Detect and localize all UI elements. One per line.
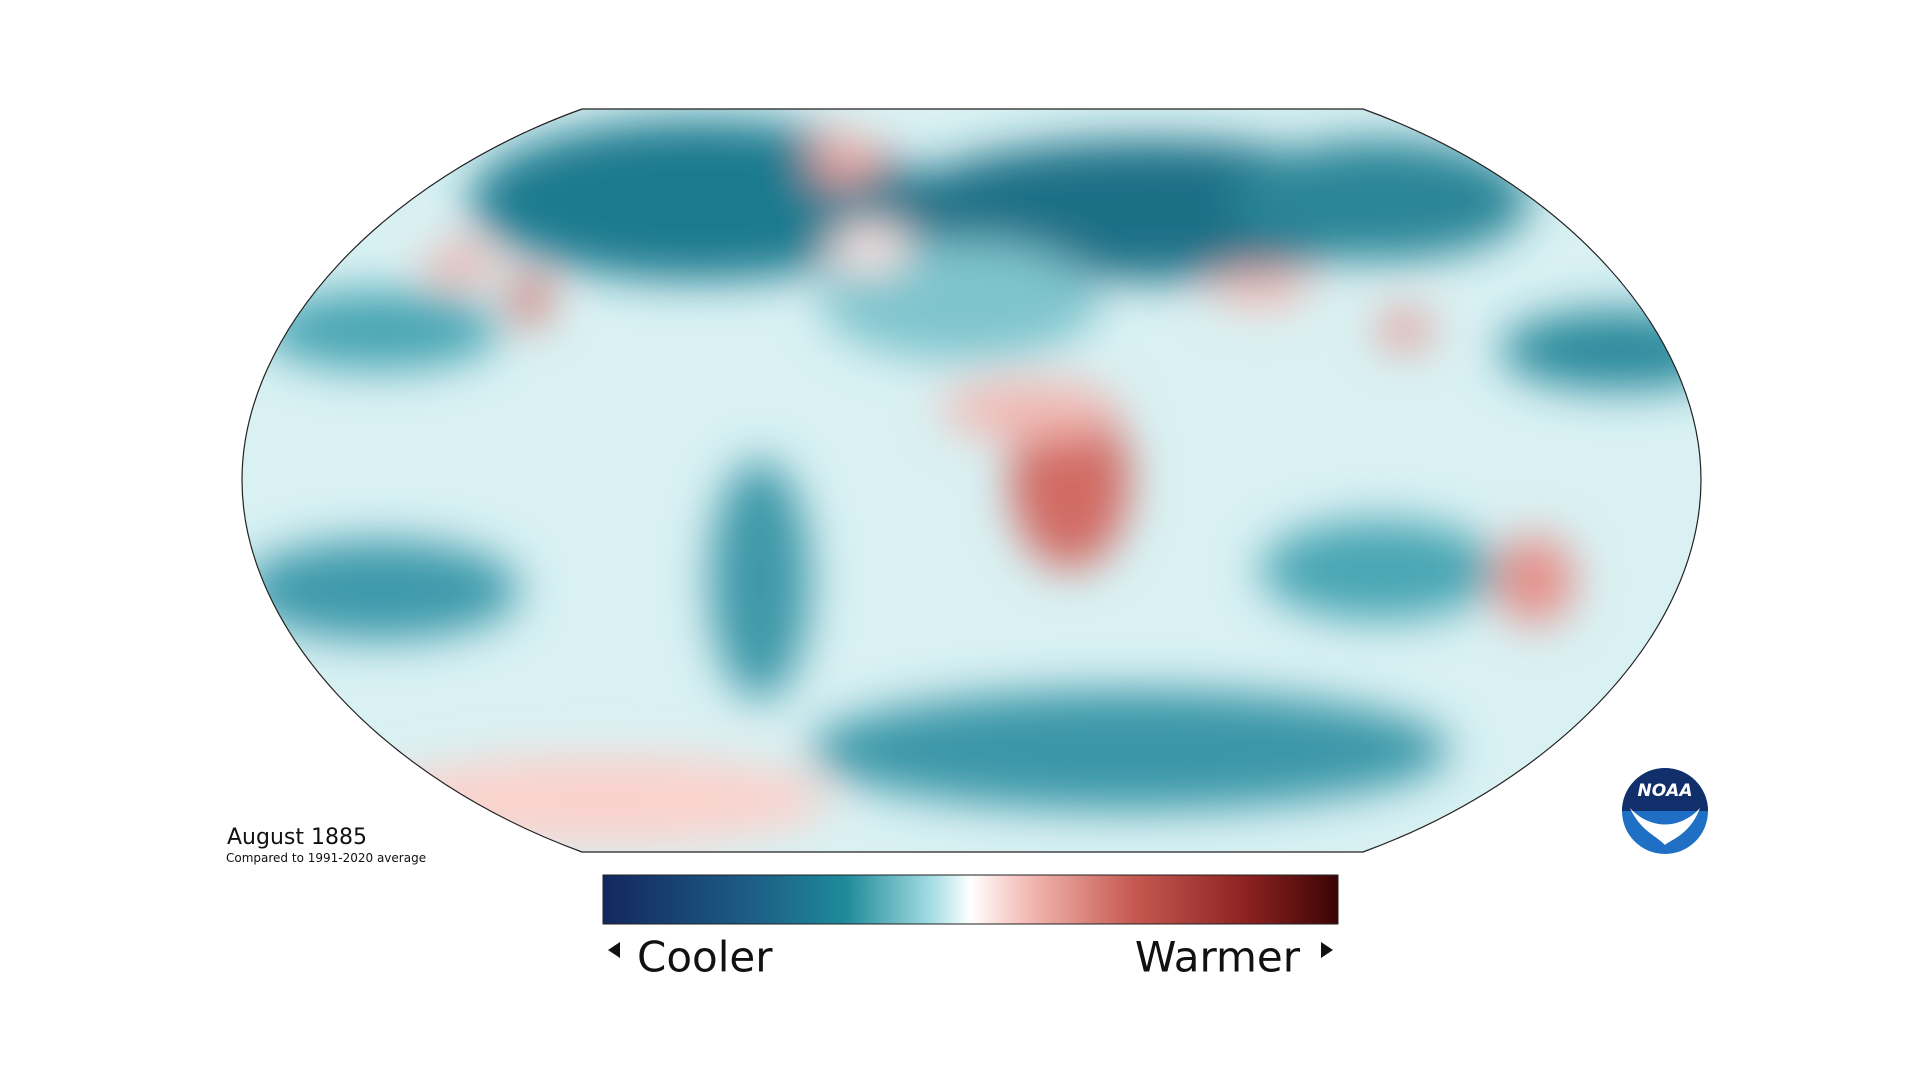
high-label: Warmer xyxy=(1135,933,1301,982)
left-arrow xyxy=(608,942,620,958)
anomaly-field xyxy=(242,109,1701,852)
noaa-logo: NOAA xyxy=(1622,768,1708,854)
map-title: August 1885 xyxy=(227,825,367,850)
logo-text: NOAA xyxy=(1638,781,1693,801)
color-bar xyxy=(602,874,1339,925)
logo-bird xyxy=(1630,808,1700,845)
map-subtitle: Compared to 1991-2020 average xyxy=(226,851,426,865)
anomaly-blobs xyxy=(242,120,1701,845)
logo-top xyxy=(1622,768,1708,811)
right-arrow xyxy=(1321,942,1333,958)
low-label: Cooler xyxy=(637,933,773,982)
